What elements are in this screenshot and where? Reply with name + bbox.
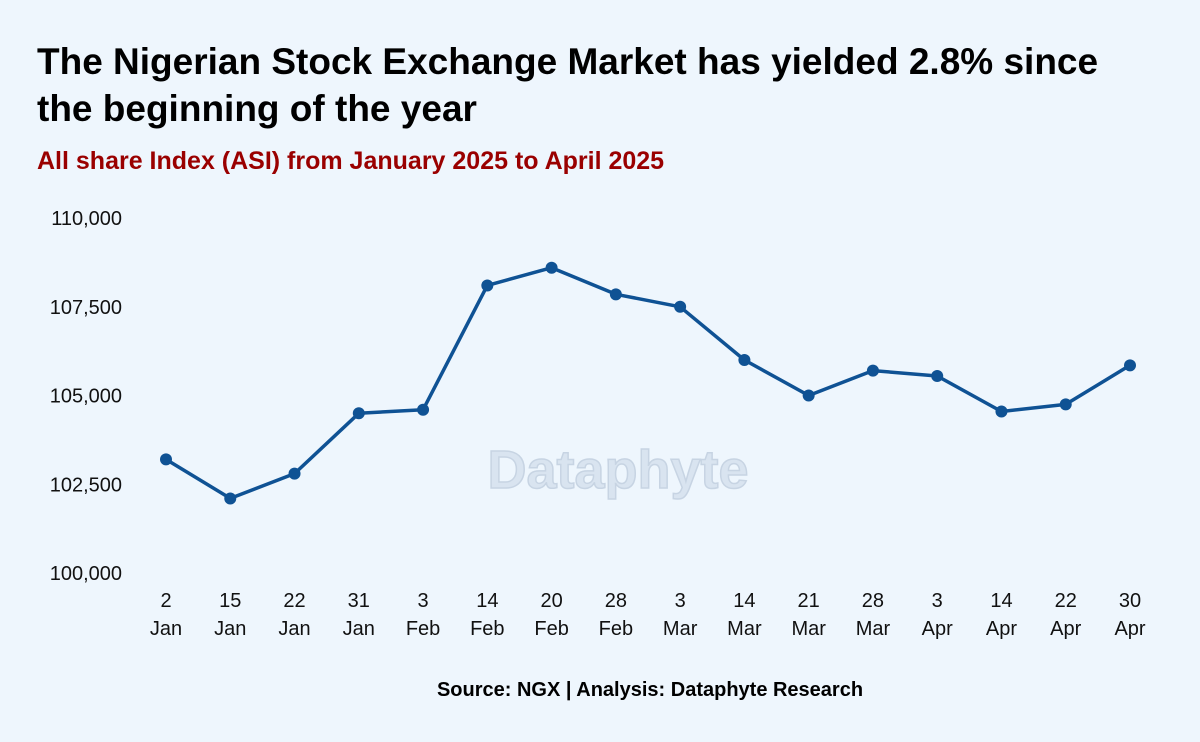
data-point [481,279,494,292]
x-tick-label: 3 Feb [406,590,440,640]
x-tick-label: 22 Jan [278,590,310,640]
series-asi [160,261,1136,505]
x-tick-label: 2 Jan [150,590,182,640]
x-tick-label: 20 Feb [534,590,568,640]
y-tick-label: 100,000 [50,563,122,585]
series-line [164,265,1132,501]
y-tick-label: 110,000 [51,208,122,230]
data-point [352,407,365,420]
x-axis: 2 Jan 15 Jan 22 Jan 31 Jan 3 Feb 14 Feb 20 Feb 28 Feb 3 M… [150,590,1146,640]
x-tick-label: 14 Apr [986,590,1017,640]
data-point [417,403,430,416]
data-point [609,288,622,301]
data-point [931,369,944,382]
x-tick-label: 3 Mar [663,590,698,640]
data-point [288,467,301,480]
source-note: Source: NGX | Analysis: Dataphyte Resear… [436,679,864,701]
watermark-logo: Dataphyte [487,440,748,500]
x-tick-label: 31 Jan [343,590,375,640]
y-axis: 100,000 102,500 105,000 107,500 110,000 [50,208,122,585]
x-tick-label: 14 Feb [470,590,504,640]
data-point [1124,359,1136,372]
data-point [224,492,237,505]
data-point [160,453,172,466]
data-point [545,261,558,274]
x-tick-label: 22 Apr [1050,590,1081,640]
x-tick-label: 28 Mar [856,590,891,640]
data-point [738,354,751,366]
y-tick-label: 105,000 [50,386,122,408]
y-tick-label: 102,500 [50,474,122,496]
chart-subtitle: All share Index (ASI) from January 2025 … [37,147,665,175]
data-point [1059,398,1072,411]
y-tick-label: 107,500 [50,297,122,319]
data-point [674,300,687,313]
x-tick-label: 21 Mar [791,590,826,640]
x-tick-label: 15 Jan [214,590,246,640]
data-point [995,405,1008,418]
chart-title: The Nigerian Stock Exchange Market has y… [37,41,1099,129]
x-tick-label: 14 Mar [727,590,762,640]
x-tick-label: 30 Apr [1114,590,1145,640]
x-tick-label: 28 Feb [599,590,633,640]
data-point [802,389,815,402]
x-tick-label: 3 Apr [922,590,953,640]
data-point [866,364,879,377]
